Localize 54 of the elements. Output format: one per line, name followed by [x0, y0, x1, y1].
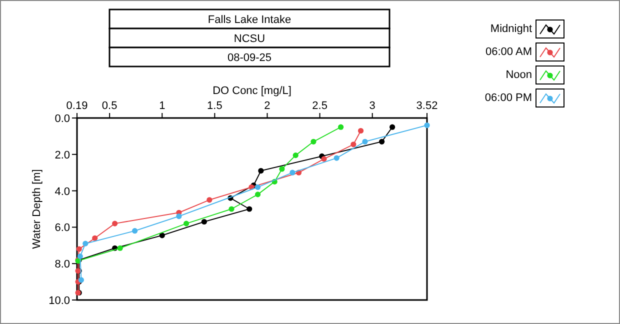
- point: [184, 220, 190, 226]
- x-tick-label: 1: [159, 100, 166, 112]
- point: [310, 138, 316, 144]
- point: [176, 213, 182, 220]
- point: [290, 170, 296, 176]
- point: [334, 155, 340, 161]
- legend-label: 06:00 AM: [486, 46, 532, 58]
- y-tick-label: 4.0: [54, 186, 70, 198]
- chart-title: Falls Lake Intake: [208, 14, 292, 26]
- point: [76, 246, 82, 252]
- legend-label: Noon: [506, 69, 532, 81]
- point: [112, 220, 118, 226]
- point: [78, 277, 84, 283]
- point: [206, 197, 212, 203]
- x-tick-label: 1.5: [207, 100, 222, 112]
- point: [379, 138, 385, 144]
- point: [424, 122, 430, 128]
- point: [358, 128, 364, 134]
- point: [292, 152, 298, 158]
- legend-label: 06:00 PM: [484, 92, 532, 104]
- x-tick-label: 3: [369, 100, 376, 112]
- y-tick-label: 10.0: [48, 295, 70, 307]
- y-axis-title: Water Depth [m]: [31, 169, 43, 249]
- point: [390, 124, 396, 130]
- x-tick-label: 2.5: [312, 100, 328, 112]
- point: [362, 138, 368, 144]
- legend-label: Midnight: [490, 23, 532, 35]
- point: [92, 235, 98, 241]
- point: [279, 166, 285, 172]
- point: [201, 218, 207, 225]
- point: [159, 232, 165, 238]
- y-tick-label: 0.0: [54, 113, 70, 125]
- point: [254, 184, 261, 190]
- point: [117, 245, 123, 251]
- x-axis-title: DO Conc [mg/L]: [212, 85, 292, 97]
- point: [77, 254, 83, 260]
- y-tick-label: 8.0: [54, 258, 70, 271]
- text: 08-09-25: [227, 52, 272, 64]
- x-tick-label: 3.52: [416, 100, 438, 112]
- x-tick-label: 2: [264, 100, 270, 112]
- point: [246, 206, 252, 212]
- point: [338, 124, 344, 130]
- chart-subtitle: NCSU: [234, 33, 266, 45]
- point: [258, 168, 264, 174]
- point: [132, 228, 138, 234]
- y-tick-label: 2.0: [54, 149, 70, 162]
- point: [228, 206, 234, 212]
- x-tick-label: 0.19: [66, 100, 88, 112]
- y-tick-label: 6.0: [54, 222, 70, 234]
- point: [82, 240, 88, 246]
- x-tick-label: 0.5: [102, 100, 118, 112]
- point: [254, 192, 261, 198]
- point: [321, 156, 327, 162]
- point: [350, 142, 356, 148]
